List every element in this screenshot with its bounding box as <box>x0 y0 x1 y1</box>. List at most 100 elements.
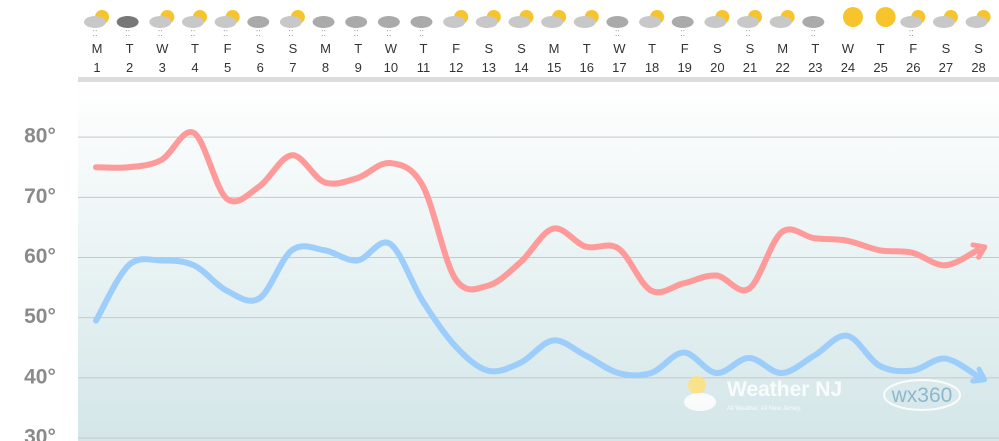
icon-drops: ⁚⁚ <box>680 29 685 38</box>
day-label: S <box>256 41 265 56</box>
y-tick-label: 30° <box>24 426 56 441</box>
icon-sun <box>842 7 863 27</box>
day-label: S <box>713 41 722 56</box>
day-label: F <box>681 41 689 56</box>
date-label: 12 <box>449 60 463 75</box>
y-tick-label: 50° <box>24 305 56 328</box>
icon-cloud <box>279 16 302 28</box>
icon-cloud <box>149 16 172 28</box>
icon-cloud <box>900 16 923 28</box>
day-label: T <box>420 41 428 56</box>
day-label: S <box>746 41 755 56</box>
icon-cloud <box>932 16 955 28</box>
day-label: F <box>224 41 232 56</box>
day-label: T <box>191 41 199 56</box>
grid <box>78 136 999 439</box>
icon-drops: ⁚⁚ <box>190 29 195 38</box>
watermark-title: Weather NJ <box>727 378 842 401</box>
icon-drops: ⁚⁚ <box>158 29 163 38</box>
icon-cloud <box>345 16 368 28</box>
temperature-line <box>93 129 981 296</box>
icon-drops: ⁚⁚ <box>354 29 359 38</box>
icon-drops: ⁚⁚ <box>419 29 424 38</box>
date-label: 21 <box>743 60 757 75</box>
icon-cloud <box>475 16 498 28</box>
date-label: 3 <box>159 60 166 75</box>
watermark: Weather NJ All Weather. All New Jersey. … <box>684 376 961 412</box>
icon-drops: ⁚⁚ <box>256 29 261 38</box>
day-label: W <box>385 41 398 56</box>
icon-drops: ⁚⁚ <box>615 29 620 38</box>
icon-cloud <box>802 16 825 28</box>
day-label: T <box>126 41 134 56</box>
day-label: S <box>942 41 951 56</box>
lines <box>93 129 988 384</box>
icon-cloud <box>639 16 662 28</box>
icon-drops: ⁚⁚ <box>811 29 816 38</box>
date-label: 8 <box>322 60 329 75</box>
date-label: 28 <box>971 60 985 75</box>
date-label: 25 <box>873 60 887 75</box>
icon-drops: ⁚⁚ <box>909 29 914 38</box>
day-label: W <box>613 41 626 56</box>
icon-cloud <box>769 16 792 28</box>
icon-cloud <box>84 16 106 28</box>
icon-drops: ⁚⁚ <box>288 29 293 38</box>
icon-drops: ⁚⁚ <box>125 29 130 38</box>
icon-drops: ⁚⁚ <box>92 29 97 38</box>
icon-drops: ⁚⁚ <box>223 29 228 38</box>
day-label: M <box>549 41 560 56</box>
date-label: 20 <box>710 60 724 75</box>
date-label: 6 <box>257 60 264 75</box>
icon-cloud <box>181 16 204 28</box>
date-label: 2 <box>126 60 133 75</box>
date-label: 26 <box>906 60 920 75</box>
day-label: T <box>811 41 819 56</box>
logo-sun <box>688 376 706 394</box>
icon-cloud <box>671 16 694 28</box>
date-label: 27 <box>939 60 953 75</box>
date-label: 10 <box>384 60 398 75</box>
icon-cloud <box>573 16 596 28</box>
date-label: 11 <box>417 60 431 75</box>
day-label: M <box>777 41 788 56</box>
date-label: 22 <box>775 60 789 75</box>
date-label: 1 <box>93 60 100 75</box>
icon-cloud <box>247 16 270 28</box>
icon-cloud <box>704 16 727 28</box>
day-label: S <box>974 41 983 56</box>
icon-cloud <box>312 16 335 28</box>
temperature-line <box>93 239 981 380</box>
date-label: 9 <box>355 60 362 75</box>
y-tick-label: 80° <box>24 125 56 148</box>
icon-cloud <box>377 16 400 28</box>
watermark-subtitle: All Weather. All New Jersey. <box>727 406 802 412</box>
day-label: F <box>909 41 917 56</box>
y-tick-label: 40° <box>24 365 56 388</box>
y-tick-label: 60° <box>24 245 56 268</box>
date-label: 18 <box>645 60 659 75</box>
line-arrow <box>970 242 988 260</box>
plot-area <box>78 83 999 441</box>
date-label: 14 <box>514 60 528 75</box>
date-label: 7 <box>289 60 296 75</box>
logo-cloud <box>684 393 716 411</box>
day-label: M <box>320 41 331 56</box>
logo-ring <box>883 379 961 411</box>
icon-drops: ⁚⁚ <box>321 29 326 38</box>
day-label: W <box>842 41 855 56</box>
icon-cloud <box>116 16 139 28</box>
date-label: 23 <box>808 60 822 75</box>
icon-cloud <box>737 16 759 28</box>
icon-cloud <box>443 16 466 28</box>
day-label: W <box>156 41 169 56</box>
icon-cloud <box>410 16 433 28</box>
date-label: 5 <box>224 60 231 75</box>
icon-cloud <box>965 16 988 28</box>
icon-drops: ⁚⁚ <box>386 29 391 38</box>
day-label: M <box>92 41 103 56</box>
day-label: T <box>877 41 885 56</box>
day-label: S <box>517 41 526 56</box>
y-tick-label: 70° <box>24 185 56 208</box>
